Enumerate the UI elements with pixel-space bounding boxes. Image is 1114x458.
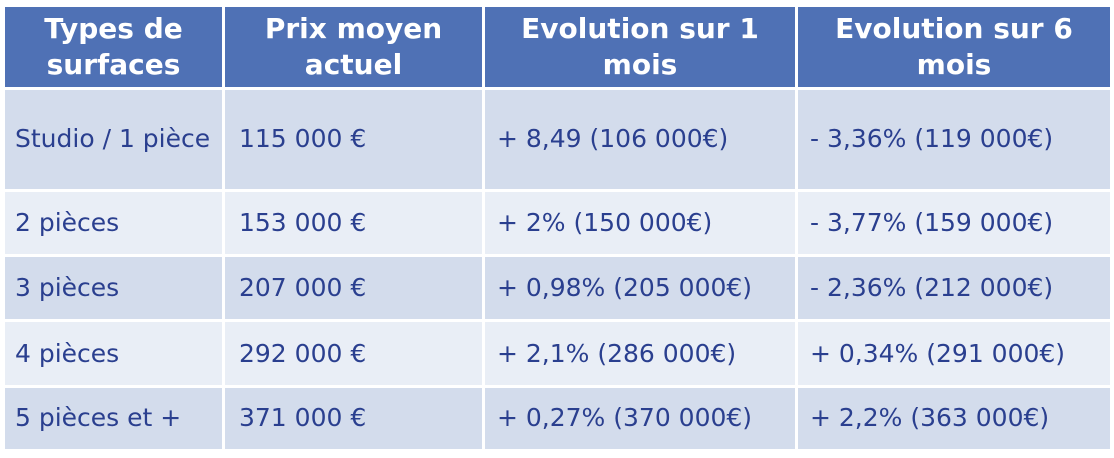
cell-evolution-6-months: - 3,36% (119 000€)	[795, 87, 1113, 192]
cell-surface-type: 3 pièces	[2, 254, 225, 323]
cell-average-price: 292 000 €	[222, 319, 485, 388]
header-row: Types de surfaces Prix moyen actuel Evol…	[2, 4, 1113, 90]
cell-surface-type: 2 pièces	[2, 188, 225, 258]
cell-evolution-1-month: + 2% (150 000€)	[482, 188, 798, 258]
table-row: 4 pièces 292 000 € + 2,1% (286 000€) + 0…	[2, 319, 1113, 388]
header-evolution-6-months: Evolution sur 6 mois	[795, 4, 1113, 90]
cell-evolution-1-month: + 8,49 (106 000€)	[482, 87, 798, 192]
price-table: Types de surfaces Prix moyen actuel Evol…	[2, 4, 1113, 453]
header-average-price: Prix moyen actuel	[222, 4, 485, 90]
cell-evolution-1-month: + 0,27% (370 000€)	[482, 384, 798, 453]
cell-evolution-6-months: - 3,77% (159 000€)	[795, 188, 1113, 258]
cell-evolution-6-months: - 2,36% (212 000€)	[795, 254, 1113, 323]
cell-evolution-6-months: + 0,34% (291 000€)	[795, 319, 1113, 388]
cell-evolution-1-month: + 2,1% (286 000€)	[482, 319, 798, 388]
cell-surface-type: 4 pièces	[2, 319, 225, 388]
table-row: 3 pièces 207 000 € + 0,98% (205 000€) - …	[2, 254, 1113, 323]
cell-surface-type: Studio / 1 pièce	[2, 87, 225, 192]
cell-evolution-6-months: + 2,2% (363 000€)	[795, 384, 1113, 453]
cell-average-price: 207 000 €	[222, 254, 485, 323]
cell-average-price: 153 000 €	[222, 188, 485, 258]
table-row: Studio / 1 pièce 115 000 € + 8,49 (106 0…	[2, 87, 1113, 192]
cell-surface-type: 5 pièces et +	[2, 384, 225, 453]
cell-evolution-1-month: + 0,98% (205 000€)	[482, 254, 798, 323]
cell-average-price: 371 000 €	[222, 384, 485, 453]
cell-average-price: 115 000 €	[222, 87, 485, 192]
header-evolution-1-month: Evolution sur 1 mois	[482, 4, 798, 90]
table-row: 2 pièces 153 000 € + 2% (150 000€) - 3,7…	[2, 188, 1113, 258]
header-surface-type: Types de surfaces	[2, 4, 225, 90]
table-row: 5 pièces et + 371 000 € + 0,27% (370 000…	[2, 384, 1113, 453]
